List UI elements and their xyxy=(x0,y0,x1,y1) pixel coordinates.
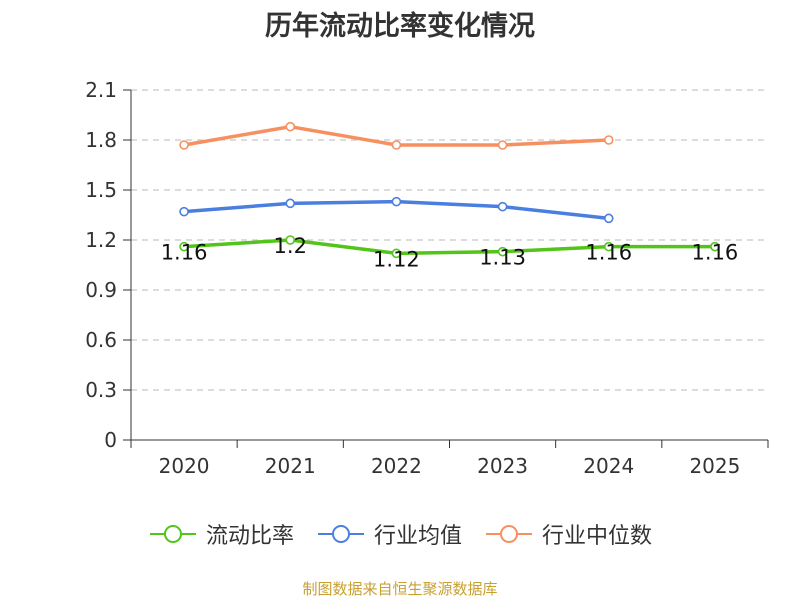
data-point xyxy=(179,140,189,150)
legend-label: 流动比率 xyxy=(205,524,294,549)
data-point xyxy=(391,248,402,259)
data-label: 1.16 xyxy=(585,241,632,265)
axes: 0 0.3 0.6 0.9 1.2 1.5 1.8 2.1 2020 2021 2022 2023 20… xyxy=(85,78,769,478)
data-point xyxy=(179,206,189,217)
legend-item-3[interactable]: 行业中位数 xyxy=(484,518,652,550)
data-point xyxy=(179,241,189,252)
grid-lines xyxy=(131,89,768,391)
x-tick-label: 2022 xyxy=(371,454,422,478)
legend: 流动比率 行业均值 行业中位数 xyxy=(0,518,800,550)
data-point xyxy=(497,140,508,150)
y-tick-label: 1.2 xyxy=(85,228,117,252)
series-lines xyxy=(179,121,720,259)
x-tick-label: 2025 xyxy=(689,454,740,478)
data-label: 1.13 xyxy=(479,246,526,270)
legend-line-icon xyxy=(486,525,532,543)
legend-label: 行业均值 xyxy=(373,524,462,549)
series-line-1 xyxy=(183,238,715,256)
legend-item-1[interactable]: 流动比率 xyxy=(148,518,294,550)
y-tick-label: 1.5 xyxy=(85,178,117,202)
data-point xyxy=(391,140,402,150)
legend-line-icon xyxy=(149,525,196,543)
source-note: 制图数据来自恒生聚源数据库 xyxy=(302,580,498,598)
data-point xyxy=(603,135,614,145)
x-tick-label: 2024 xyxy=(583,454,634,478)
legend-marker xyxy=(331,525,350,543)
x-tick-label: 2021 xyxy=(265,454,316,478)
data-point xyxy=(497,201,508,212)
data-label: 1.12 xyxy=(373,247,420,271)
data-labels: 1.16 1.2 1.12 1.13 1.16 1.16 xyxy=(161,234,739,271)
legend-line-icon xyxy=(317,525,364,543)
data-point xyxy=(710,241,720,252)
y-tick-label: 0.6 xyxy=(85,328,117,352)
y-tick-label: 1.8 xyxy=(85,128,117,152)
data-point xyxy=(285,235,296,245)
chart-title: 历年流动比率变化情况 xyxy=(265,11,535,42)
legend-item-2[interactable]: 行业均值 xyxy=(316,518,462,550)
data-label: 1.16 xyxy=(161,241,208,265)
y-tick-label: 2.1 xyxy=(85,78,117,102)
data-point xyxy=(391,196,402,207)
data-label: 1.2 xyxy=(274,234,307,258)
x-tick-label: 2023 xyxy=(477,454,528,478)
x-tick-label: 2020 xyxy=(159,454,210,478)
legend-marker xyxy=(163,525,182,543)
data-label: 1.16 xyxy=(692,241,739,265)
data-point xyxy=(285,198,296,209)
legend-marker xyxy=(500,525,518,543)
y-tick-label: 0.3 xyxy=(85,378,117,402)
data-point xyxy=(603,241,614,252)
y-tick-label: 0.9 xyxy=(85,278,117,302)
data-point xyxy=(285,121,296,132)
y-tick-label: 0 xyxy=(104,428,117,452)
data-point xyxy=(603,213,614,224)
legend-label: 行业中位数 xyxy=(542,524,653,549)
data-point xyxy=(497,246,508,257)
